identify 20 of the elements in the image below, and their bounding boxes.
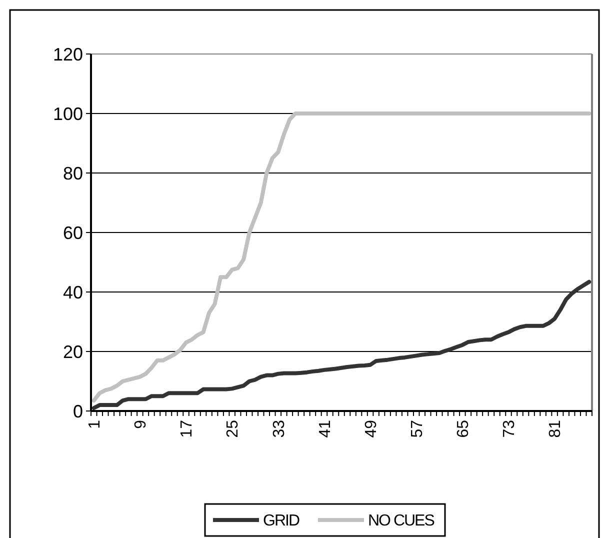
y-tick-label: 0	[72, 401, 83, 422]
x-tick-label: 41	[316, 420, 334, 438]
x-tick-label: 9	[132, 420, 150, 429]
legend-label: NO CUES	[368, 512, 434, 530]
x-tick-label: 65	[455, 420, 472, 438]
x-tick-label: 17	[178, 420, 196, 438]
x-tick-label: 73	[501, 420, 518, 438]
x-tick-label: 1	[86, 420, 104, 429]
y-tick-label: 80	[62, 163, 83, 184]
y-tick-label: 40	[62, 282, 83, 302]
x-tick-label: 81	[547, 420, 564, 438]
x-tick-label: 33	[270, 420, 288, 438]
y-tick-label: 20	[62, 342, 83, 362]
y-tick-label: 60	[62, 222, 83, 243]
legend-label: GRID	[263, 512, 300, 530]
y-tick-label: 120	[52, 44, 83, 64]
x-tick-label: 57	[408, 420, 426, 438]
y-tick-label: 100	[52, 104, 83, 124]
x-tick-label: 49	[362, 420, 380, 438]
x-tick-label: 25	[224, 420, 242, 438]
